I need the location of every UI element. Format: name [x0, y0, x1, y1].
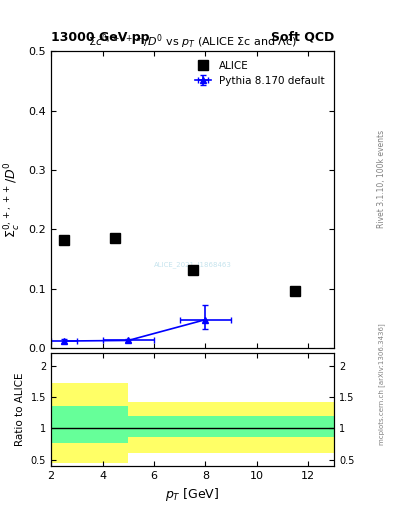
ALICE — [113, 235, 118, 241]
ALICE — [293, 287, 298, 293]
Y-axis label: Ratio to ALICE: Ratio to ALICE — [15, 373, 25, 446]
Text: Rivet 3.1.10, 100k events: Rivet 3.1.10, 100k events — [377, 130, 386, 228]
Text: ALICE_2021_I1868463: ALICE_2021_I1868463 — [154, 262, 231, 268]
Y-axis label: $\Sigma_c^{0,+,++}/D^0$: $\Sigma_c^{0,+,++}/D^0$ — [3, 161, 23, 238]
X-axis label: $p_T$ [GeV]: $p_T$ [GeV] — [165, 486, 220, 503]
Legend: ALICE, Pythia 8.170 default: ALICE, Pythia 8.170 default — [191, 56, 329, 90]
Text: 13000 GeV pp: 13000 GeV pp — [51, 31, 150, 44]
ALICE — [190, 267, 195, 273]
Line: ALICE: ALICE — [59, 233, 300, 295]
Text: Soft QCD: Soft QCD — [271, 31, 334, 44]
Title: $\Sigma c^{0,+,++}/D^0$ vs $p_T$ (ALICE $\Sigma$c and $\Lambda$c): $\Sigma c^{0,+,++}/D^0$ vs $p_T$ (ALICE … — [88, 32, 297, 51]
ALICE — [62, 237, 66, 243]
Text: mcplots.cern.ch [arXiv:1306.3436]: mcplots.cern.ch [arXiv:1306.3436] — [378, 323, 385, 445]
